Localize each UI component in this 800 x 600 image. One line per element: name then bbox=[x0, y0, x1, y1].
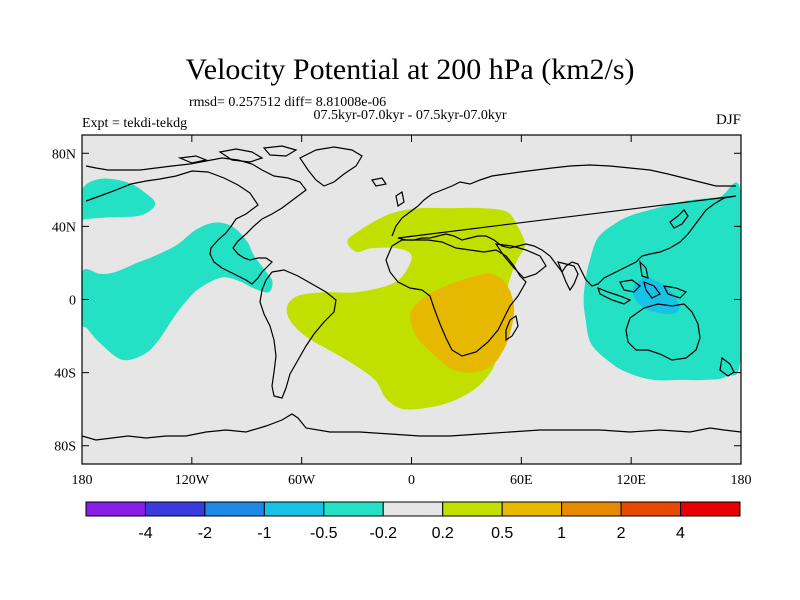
colorbar-label: -2 bbox=[198, 525, 212, 542]
colorbar: -4 -2 -1 -0.5 -0.2 0.2 0.5 1 2 4 bbox=[85, 501, 741, 542]
x-tick-label: 60E bbox=[510, 473, 533, 488]
y-tick-label: 40S bbox=[54, 367, 76, 382]
coast-africa bbox=[385, 239, 527, 357]
colorbar-swatch bbox=[442, 501, 503, 517]
coastlines bbox=[82, 145, 741, 441]
colorbar-swatch bbox=[85, 501, 146, 517]
colorbar-label: -4 bbox=[138, 525, 152, 542]
contour-region bbox=[583, 182, 741, 381]
axis-ticks: 180 120W 60W 0 60E 120E 180 80N 40N 0 40S 80S bbox=[52, 135, 752, 488]
x-tick-label: 180 bbox=[731, 473, 752, 488]
colorbar-swatch bbox=[144, 501, 206, 517]
coast-japan bbox=[669, 209, 689, 229]
coast-arctic-islands bbox=[177, 145, 298, 164]
y-tick-label: 40N bbox=[52, 220, 76, 235]
colorbar-swatch bbox=[204, 501, 265, 517]
y-tick-label: 80N bbox=[52, 147, 76, 162]
colorbar-label: -0.2 bbox=[370, 525, 398, 542]
coast-new-zealand bbox=[719, 356, 735, 377]
coast-greenland bbox=[299, 146, 363, 187]
coast-antarctica bbox=[82, 413, 741, 441]
colorbar-swatch bbox=[263, 501, 325, 517]
x-tick-label: 60W bbox=[288, 473, 316, 488]
colorbar-swatch bbox=[620, 501, 682, 517]
comparison-label: 07.5kyr-07.0kyr - 07.5kyr-07.0kyr bbox=[313, 108, 506, 123]
expt-label: Expt = tekdi-tekdg bbox=[82, 116, 187, 131]
coast-india bbox=[557, 261, 579, 292]
colorbar-label: 2 bbox=[617, 525, 626, 542]
contour-region bbox=[82, 222, 273, 361]
contour-region bbox=[410, 273, 515, 373]
colorbar-swatch bbox=[501, 501, 563, 517]
coast-arabia bbox=[494, 243, 547, 279]
coast-eurasia bbox=[391, 164, 737, 287]
coast-south-america bbox=[259, 269, 337, 399]
colorbar-swatch bbox=[680, 501, 741, 517]
x-tick-label: 120E bbox=[616, 473, 646, 488]
colorbar-label: -1 bbox=[257, 525, 271, 542]
colorbar-swatch bbox=[561, 501, 622, 517]
colorbar-swatch bbox=[382, 501, 444, 517]
y-tick-label: 0 bbox=[69, 294, 76, 309]
colorbar-label: 0.5 bbox=[491, 525, 513, 542]
coast-indonesia bbox=[597, 260, 688, 305]
rmsd-label: rmsd= 0.257512 diff= 8.81008e-06 bbox=[189, 95, 386, 110]
colorbar-label: 1 bbox=[557, 525, 566, 542]
chart-title: Velocity Potential at 200 hPa (km2/s) bbox=[185, 53, 634, 86]
x-tick-label: 120W bbox=[175, 473, 210, 488]
coast-madagascar bbox=[505, 315, 519, 342]
coast-australia bbox=[625, 303, 701, 361]
colorbar-label: -0.5 bbox=[310, 525, 338, 542]
colorbar-label: 0.2 bbox=[432, 525, 454, 542]
season-label: DJF bbox=[716, 112, 741, 128]
contour-regions bbox=[82, 178, 741, 410]
x-tick-label: 180 bbox=[72, 473, 93, 488]
contour-region bbox=[82, 178, 156, 222]
x-tick-label: 0 bbox=[408, 473, 415, 488]
coast-north-america bbox=[85, 157, 307, 285]
map-plot: 180 120W 60W 0 60E 120E 180 80N 40N 0 40S 80S bbox=[52, 134, 752, 488]
coast-uk-iceland bbox=[371, 177, 405, 207]
y-tick-label: 80S bbox=[54, 440, 76, 455]
colorbar-label: 4 bbox=[676, 525, 685, 542]
colorbar-swatch bbox=[323, 501, 384, 517]
